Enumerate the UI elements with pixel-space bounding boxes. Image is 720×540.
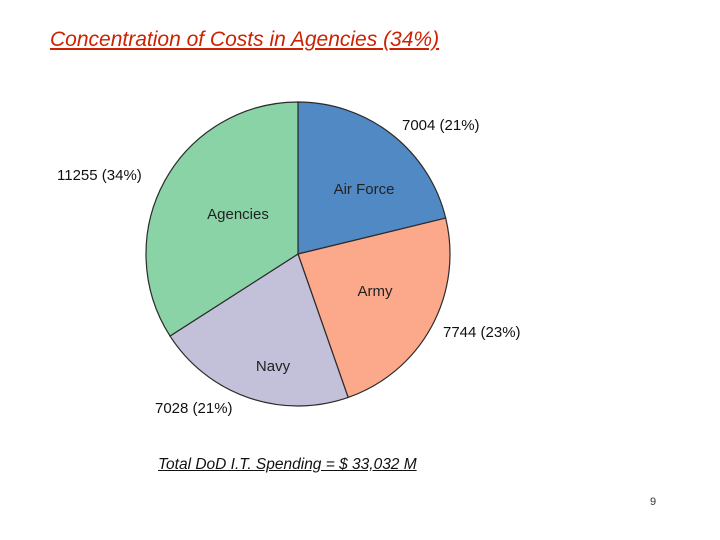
slice-value-label: 7004 (21%) [402, 117, 480, 134]
slice-name-label: Air Force [334, 181, 395, 198]
slide-title: Concentration of Costs in Agencies (34%) [50, 28, 440, 51]
slice-value-label: 7744 (23%) [443, 324, 521, 341]
slice-name-label: Navy [256, 358, 291, 375]
pie-slice-army [297, 217, 451, 399]
slice-value-label: 7028 (21%) [155, 400, 233, 417]
slice-name-label: Army [358, 283, 393, 300]
chart-caption: Total DoD I.T. Spending = $ 33,032 M [158, 456, 417, 473]
page-number: 9 [650, 496, 657, 508]
pie-slice-navy [169, 253, 349, 407]
pie-slice-agencies [145, 101, 299, 337]
pie-slice-air-force [297, 101, 447, 255]
slice-name-label: Agencies [207, 206, 269, 223]
slice-value-label: 11255 (34%) [57, 167, 142, 184]
